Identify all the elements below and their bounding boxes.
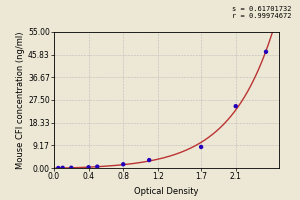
Point [233, 105, 238, 108]
Point [199, 145, 203, 149]
Point [56, 166, 61, 170]
Point [95, 165, 100, 168]
Point [147, 158, 152, 162]
Point [60, 166, 65, 169]
Point [86, 166, 91, 169]
Point [69, 166, 74, 169]
X-axis label: Optical Density: Optical Density [134, 187, 199, 196]
Y-axis label: Mouse CFI concentration (ng/ml): Mouse CFI concentration (ng/ml) [16, 31, 25, 169]
Text: s = 0.61701732
r = 0.99974672: s = 0.61701732 r = 0.99974672 [232, 6, 291, 19]
Point [264, 50, 268, 53]
Point [121, 163, 126, 166]
